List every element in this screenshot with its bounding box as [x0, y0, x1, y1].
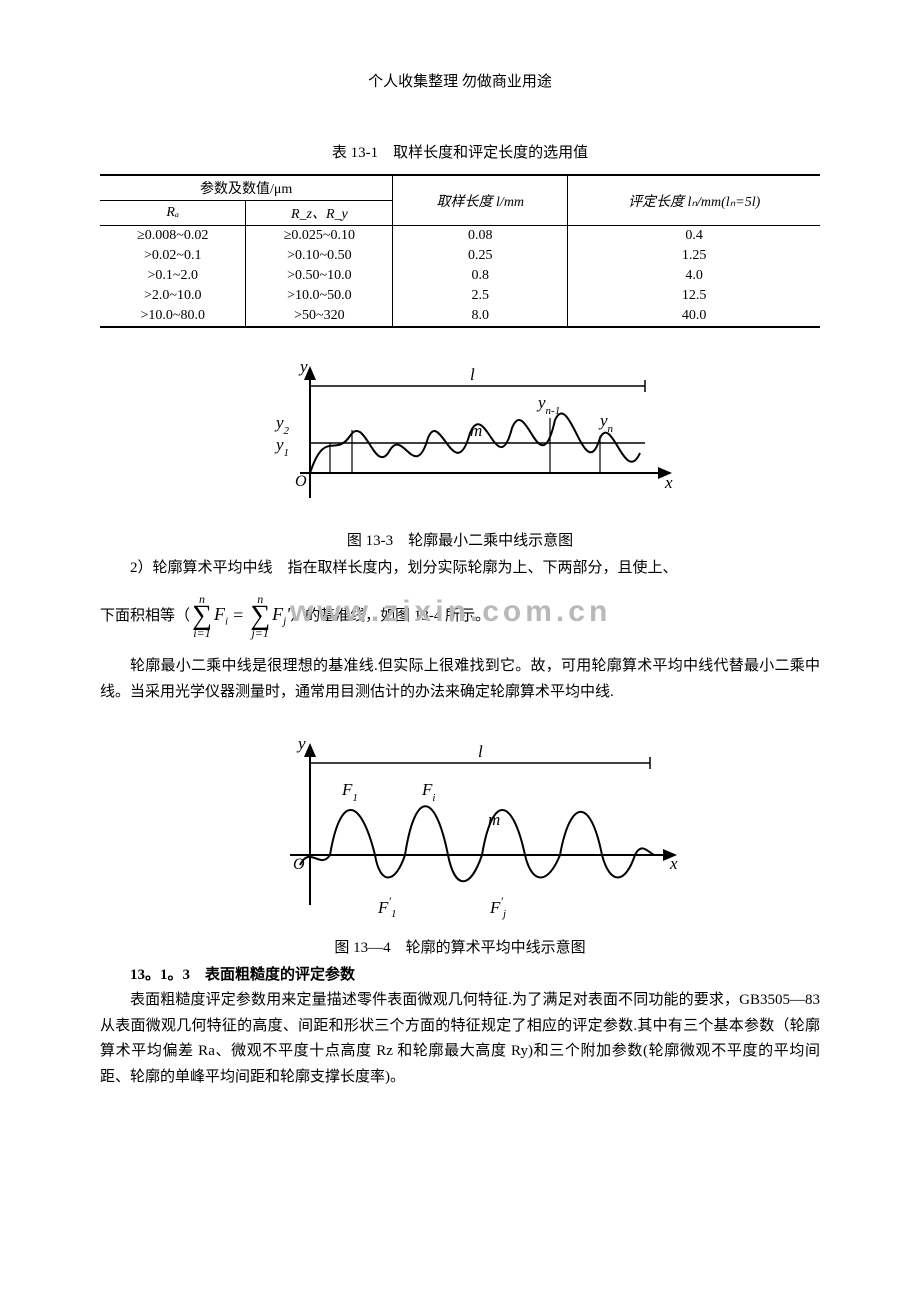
table-col-l: 取样长度 l/mm [393, 175, 568, 226]
svg-text:yn-1: yn-1 [536, 393, 560, 417]
figure-13-3: y x O l m y1 y2 yn-1 yn [100, 358, 820, 523]
para-definition-formula: 下面积相等（ n ∑ i=1 Fi = n ∑ j=1 Fj' ）的基准线，如图… [100, 592, 820, 641]
svg-text:l: l [478, 742, 483, 761]
svg-text:x: x [664, 473, 673, 492]
arithmetic-mean-line-diagram: y x O l m F1 Fi F′1 F′j [230, 735, 690, 925]
table-col-ra: Rₐ [100, 201, 246, 226]
svg-text:y1: y1 [274, 435, 289, 459]
svg-text:yn: yn [598, 411, 614, 435]
section-heading: 13。1。3 表面粗糙度的评定参数 [100, 963, 820, 984]
para-parameters: 表面粗糙度评定参数用来定量描述零件表面微观几何特征.为了满足对表面不同功能的要求… [100, 988, 820, 1090]
svg-text:l: l [470, 365, 475, 384]
table-row: ≥0.008~0.02 ≥0.025~0.10 0.08 0.4 [100, 226, 820, 247]
svg-text:m: m [488, 810, 500, 829]
table-row: >0.02~0.1 >0.10~0.50 0.25 1.25 [100, 246, 820, 266]
table-row: >10.0~80.0 >50~320 8.0 40.0 [100, 306, 820, 327]
sum-symbol-1: n ∑ i=1 [192, 592, 212, 641]
page-header: 个人收集整理 勿做商业用途 [100, 70, 820, 91]
svg-text:F′j: F′j [489, 894, 506, 920]
sampling-length-table: 参数及数值/μm 取样长度 l/mm 评定长度 lₙ/mm(lₙ=5l) Rₐ … [100, 174, 820, 328]
svg-text:O: O [295, 473, 307, 490]
table-row: >2.0~10.0 >10.0~50.0 2.5 12.5 [100, 286, 820, 306]
svg-text:m: m [470, 421, 482, 440]
table-col-rzry: R_z、R_y [246, 201, 393, 226]
figure-13-4: y x O l m F1 Fi F′1 F′j [100, 735, 820, 930]
figure-13-3-caption: 图 13-3 轮廓最小二乘中线示意图 [100, 529, 820, 550]
figure-13-4-caption: 图 13—4 轮廓的算术平均中线示意图 [100, 936, 820, 957]
svg-text:y: y [296, 735, 306, 753]
svg-text:y: y [298, 358, 308, 376]
svg-text:F′1: F′1 [377, 894, 397, 920]
para-explanation: 轮廓最小二乘中线是很理想的基准线.但实际上很难找到它。故，可用轮廓算术平均中线代… [100, 654, 820, 705]
profile-least-squares-diagram: y x O l m y1 y2 yn-1 yn [240, 358, 680, 518]
svg-text:Fi: Fi [421, 780, 435, 804]
svg-text:x: x [669, 854, 678, 873]
sum-symbol-2: n ∑ j=1 [250, 592, 270, 641]
svg-text:F1: F1 [341, 780, 358, 804]
para-definition-lead: 2）轮廓算术平均中线 指在取样长度内，划分实际轮廓为上、下两部分，且使上、 [100, 556, 820, 582]
table-group-header: 参数及数值/μm [100, 175, 393, 201]
table-caption: 表 13-1 取样长度和评定长度的选用值 [100, 141, 820, 162]
svg-text:y2: y2 [274, 413, 290, 437]
table-row: >0.1~2.0 >0.50~10.0 0.8 4.0 [100, 266, 820, 286]
svg-text:O: O [293, 856, 305, 873]
table-col-ln: 评定长度 lₙ/mm(lₙ=5l) [568, 175, 820, 226]
